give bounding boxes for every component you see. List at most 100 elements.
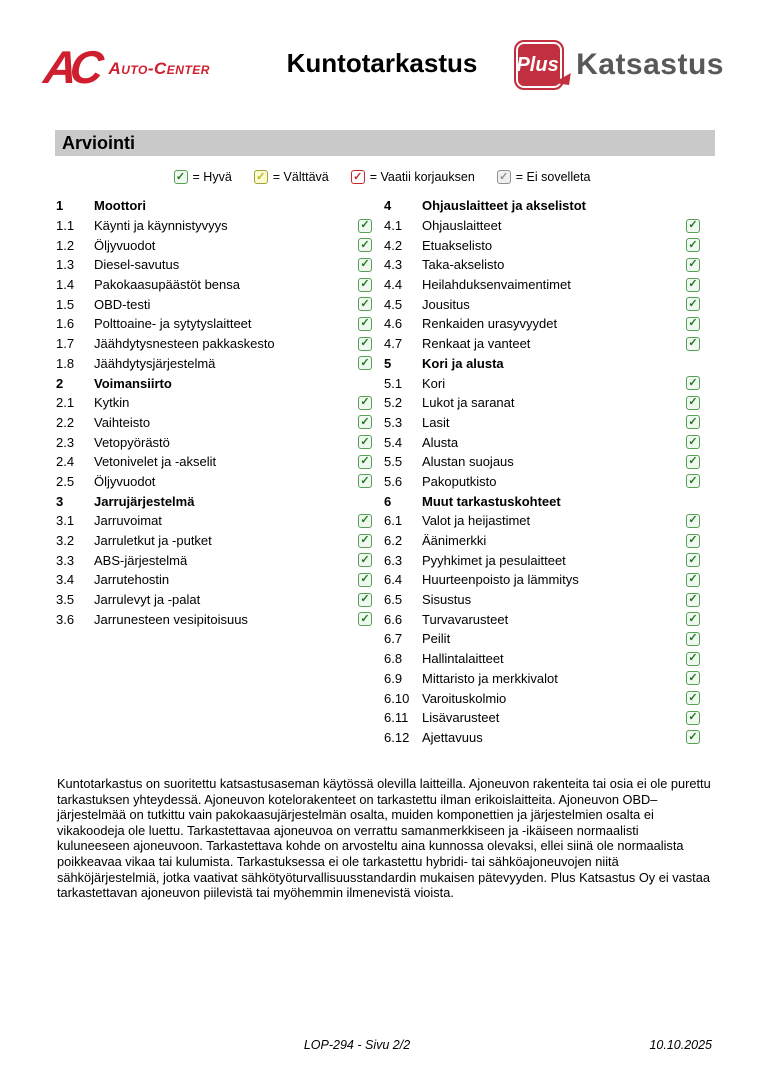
status-checkbox-icon bbox=[358, 415, 372, 430]
item-number: 2.2 bbox=[56, 414, 75, 430]
item-label: Jarrutehostin bbox=[94, 572, 170, 588]
item-label: Moottori bbox=[94, 198, 146, 214]
katsastus-logo-text: Katsastus bbox=[576, 48, 724, 81]
item-number: 3.2 bbox=[56, 533, 75, 549]
status-checkbox-icon bbox=[358, 553, 372, 568]
status-checkbox-icon bbox=[686, 297, 700, 312]
status-checkbox-icon bbox=[686, 691, 700, 706]
item-label: Heilahduksenvaimentimet bbox=[422, 277, 571, 293]
checklist-row: 1.5 OBD-testi bbox=[56, 294, 372, 314]
plus-badge-text: Plus bbox=[516, 53, 559, 76]
item-number: 4.1 bbox=[384, 218, 403, 234]
item-label: Jarruvoimat bbox=[94, 513, 162, 529]
checklist-row: 4.7 Renkaat ja vanteet bbox=[384, 334, 700, 354]
checklist-row: 2.1 Kytkin bbox=[56, 393, 372, 413]
legend: = Hyvä = Välttävä = Vaatii korjauksen = … bbox=[0, 170, 764, 184]
plus-katsastus-logo: Plus Katsastus bbox=[514, 36, 724, 94]
checklist-row: 6.6 Turvavarusteet bbox=[384, 609, 700, 629]
item-label: Kytkin bbox=[94, 395, 130, 411]
item-number: 6.1 bbox=[384, 513, 403, 529]
checklist-row: 6.11 Lisävarusteet bbox=[384, 708, 700, 728]
item-number: 5.1 bbox=[384, 375, 403, 391]
item-label: Lasit bbox=[422, 414, 450, 430]
item-label: Mittaristo ja merkkivalot bbox=[422, 670, 558, 686]
checklist-row: 5.6 Pakoputkisto bbox=[384, 472, 700, 492]
status-checkbox-icon bbox=[358, 316, 372, 331]
item-number: 3.4 bbox=[56, 572, 75, 588]
item-number: 6.6 bbox=[384, 611, 403, 627]
status-checkbox-icon bbox=[686, 671, 700, 686]
checklist-row: 6.9 Mittaristo ja merkkivalot bbox=[384, 669, 700, 689]
item-number: 6.8 bbox=[384, 651, 403, 667]
page-title: Kuntotarkastus bbox=[286, 48, 478, 78]
item-label: Jarrunesteen vesipitoisuus bbox=[94, 611, 248, 627]
item-number: 4.4 bbox=[384, 277, 403, 293]
item-label: Öljyvuodot bbox=[94, 237, 156, 253]
item-number: 4.6 bbox=[384, 316, 403, 332]
checklist-row: 6.2 Äänimerkki bbox=[384, 531, 700, 551]
status-checkbox-icon bbox=[358, 513, 372, 528]
checklist-row: 2.2 Vaihteisto bbox=[56, 413, 372, 433]
item-label: Jäähdytysjärjestelmä bbox=[94, 355, 216, 371]
item-number: 2.3 bbox=[56, 434, 75, 450]
checklist-row: 1.6 Polttoaine- ja sytytyslaitteet bbox=[56, 314, 372, 334]
status-checkbox-icon bbox=[686, 435, 700, 450]
item-label: Renkaiden urasyvyydet bbox=[422, 316, 558, 332]
status-checkbox-icon bbox=[686, 376, 700, 391]
checklist-row: 3.6 Jarrunesteen vesipitoisuus bbox=[56, 609, 372, 629]
status-checkbox-icon bbox=[358, 435, 372, 450]
item-number: 6.5 bbox=[384, 592, 403, 608]
fair-checkbox-icon bbox=[253, 170, 268, 184]
item-number: 3 bbox=[56, 493, 64, 509]
status-checkbox-icon bbox=[686, 533, 700, 548]
item-number: 5.6 bbox=[384, 473, 403, 489]
item-number: 3.5 bbox=[56, 592, 75, 608]
item-label: Jousitus bbox=[422, 296, 470, 312]
status-checkbox-icon bbox=[358, 257, 372, 272]
status-checkbox-icon bbox=[686, 336, 700, 351]
checklist-row: 4.5 Jousitus bbox=[384, 294, 700, 314]
item-label: Sisustus bbox=[422, 592, 472, 608]
status-checkbox-icon bbox=[358, 336, 372, 351]
item-number: 6.4 bbox=[384, 572, 403, 588]
status-checkbox-icon bbox=[358, 612, 372, 627]
item-label: Varoituskolmio bbox=[422, 690, 507, 706]
checklist-row: 6.1 Valot ja heijastimet bbox=[384, 511, 700, 531]
page-header: AC Auto-Center Kuntotarkastus Plus Katsa… bbox=[0, 36, 764, 100]
item-number: 6.12 bbox=[384, 729, 410, 745]
item-label: Alusta bbox=[422, 434, 459, 450]
item-number: 2.1 bbox=[56, 395, 75, 411]
item-number: 2.5 bbox=[56, 473, 75, 489]
item-label: ABS-järjestelmä bbox=[94, 552, 188, 568]
item-label: Vetonivelet ja -akselit bbox=[94, 454, 217, 470]
checklist-row: 1.3 Diesel-savutus bbox=[56, 255, 372, 275]
item-label: Kori bbox=[422, 375, 446, 391]
item-number: 5.4 bbox=[384, 434, 403, 450]
item-label: Lisävarusteet bbox=[422, 710, 500, 726]
item-number: 3.3 bbox=[56, 552, 75, 568]
plus-badge-icon: Plus bbox=[514, 40, 565, 90]
checklist-row: 4.4 Heilahduksenvaimentimet bbox=[384, 275, 700, 295]
checklist-row: 1.4 Pakokaasupäästöt bensa bbox=[56, 275, 372, 295]
item-number: 1 bbox=[56, 198, 64, 214]
item-number: 6 bbox=[384, 493, 392, 509]
item-label: Vetopyörästö bbox=[94, 434, 170, 450]
checklist-row: 1.1 Käynti ja käynnistyvyys bbox=[56, 216, 372, 236]
item-label: Öljyvuodot bbox=[94, 473, 156, 489]
checklist-row: 5.3 Lasit bbox=[384, 413, 700, 433]
item-number: 5.5 bbox=[384, 454, 403, 470]
checklist-column-right: 4 Ohjauslaitteet ja akselistot 4.1 Ohjau… bbox=[384, 196, 700, 747]
repair-checkbox-icon bbox=[350, 170, 365, 184]
item-label: Turvavarusteet bbox=[422, 611, 509, 627]
item-number: 4.7 bbox=[384, 336, 403, 352]
item-number: 6.10 bbox=[384, 690, 410, 706]
footer-date: 10.10.2025 bbox=[649, 1038, 712, 1052]
status-checkbox-icon bbox=[358, 474, 372, 489]
status-checkbox-icon bbox=[358, 454, 372, 469]
status-checkbox-icon bbox=[686, 238, 700, 253]
item-number: 6.2 bbox=[384, 533, 403, 549]
item-label: Pakokaasupäästöt bensa bbox=[94, 277, 240, 293]
item-number: 4.2 bbox=[384, 237, 403, 253]
good-checkbox-icon bbox=[173, 170, 188, 184]
checklist-row: 3.3 ABS-järjestelmä bbox=[56, 550, 372, 570]
